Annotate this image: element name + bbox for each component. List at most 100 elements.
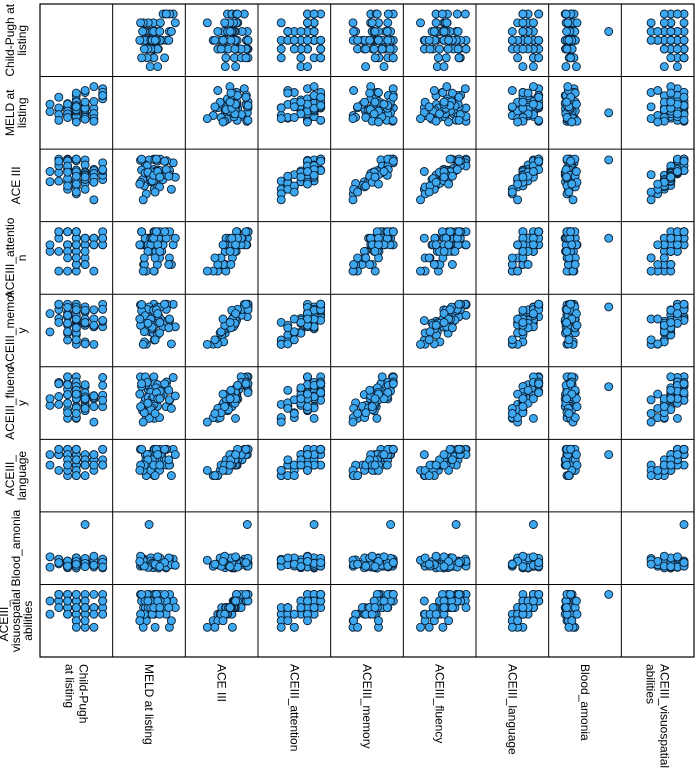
data-point	[89, 320, 99, 330]
data-point	[170, 18, 180, 28]
column-label: abilities	[644, 664, 658, 704]
data-point	[150, 471, 160, 481]
data-point	[151, 227, 161, 237]
data-point	[534, 558, 544, 568]
data-point	[303, 372, 312, 382]
data-point	[150, 622, 160, 632]
data-point	[89, 417, 99, 427]
data-point	[316, 444, 326, 454]
data-point	[54, 399, 64, 409]
data-point	[452, 9, 462, 19]
data-point	[353, 622, 363, 632]
data-point	[231, 596, 241, 606]
data-point	[160, 589, 170, 599]
data-point	[283, 27, 293, 36]
data-point	[604, 108, 614, 118]
data-point	[54, 156, 64, 166]
data-point	[89, 305, 99, 315]
data-point	[98, 165, 108, 175]
data-point	[80, 86, 90, 95]
scatter-cell-8-6	[507, 589, 544, 632]
data-point	[71, 335, 81, 345]
scatter-cell-0-2	[202, 9, 253, 72]
scatter-cell-1-5	[416, 82, 471, 127]
data-point	[419, 450, 429, 460]
data-point	[388, 379, 398, 389]
data-point	[445, 227, 455, 237]
scatter-cell-8-5	[416, 589, 471, 632]
data-point	[80, 603, 90, 613]
data-point	[379, 450, 389, 460]
data-point	[431, 240, 441, 250]
data-point	[528, 62, 538, 72]
data-point	[303, 465, 312, 475]
data-point	[98, 596, 108, 606]
data-point	[137, 154, 147, 164]
scatter-cell-2-4	[348, 154, 398, 205]
data-point	[452, 165, 462, 175]
data-point	[566, 156, 576, 166]
data-point	[63, 327, 73, 337]
data-point	[653, 27, 663, 36]
data-point	[276, 465, 286, 475]
data-point	[71, 171, 81, 181]
data-point	[386, 520, 396, 529]
data-point	[646, 253, 656, 263]
data-point	[379, 62, 389, 72]
data-point	[382, 27, 392, 36]
scatter-cell-3-0	[45, 227, 108, 276]
data-point	[303, 179, 312, 189]
scatter-cell-7-3	[276, 520, 326, 573]
data-point	[659, 551, 669, 561]
data-point	[653, 86, 663, 95]
data-point	[283, 616, 293, 626]
data-point	[439, 450, 449, 460]
data-point	[283, 323, 293, 333]
row-label: language	[15, 451, 29, 501]
data-point	[444, 117, 454, 127]
data-point	[439, 603, 449, 613]
data-point	[424, 187, 434, 197]
data-point	[145, 62, 155, 72]
data-point	[646, 170, 656, 180]
data-point	[54, 115, 64, 125]
data-point	[89, 240, 99, 250]
data-point	[316, 53, 326, 63]
data-point	[45, 596, 55, 606]
scatter-cell-0-7	[560, 9, 614, 72]
data-point	[672, 240, 682, 250]
data-point	[89, 391, 99, 401]
data-point	[80, 184, 90, 194]
column-label: at listing	[62, 664, 76, 708]
scatter-cell-0-5	[416, 9, 471, 72]
data-point	[453, 27, 463, 36]
data-point	[143, 596, 153, 606]
data-point	[365, 385, 375, 395]
data-point	[672, 9, 682, 19]
data-point	[353, 102, 363, 112]
data-point	[138, 266, 148, 276]
data-point	[63, 310, 73, 320]
data-point	[365, 88, 375, 98]
data-point	[349, 86, 359, 95]
data-point	[98, 373, 108, 382]
scatter-cell-8-3	[276, 589, 326, 632]
data-point	[151, 154, 161, 164]
scatter-cell-1-6	[507, 82, 544, 127]
column-label: ACEIII_visuospatial	[658, 664, 672, 768]
scatter-cell-3-4	[348, 227, 398, 276]
data-point	[454, 299, 464, 309]
data-point	[562, 97, 572, 107]
data-point	[571, 596, 581, 606]
data-point	[231, 240, 241, 250]
data-point	[160, 299, 170, 309]
scatter-cell-0-3	[276, 9, 326, 72]
data-point	[377, 44, 387, 54]
scatter-cell-4-2	[202, 299, 253, 349]
data-point	[534, 227, 544, 237]
data-point	[220, 62, 230, 72]
data-point	[372, 413, 382, 423]
data-point	[442, 18, 452, 28]
data-point	[153, 62, 163, 72]
data-point	[316, 589, 326, 599]
